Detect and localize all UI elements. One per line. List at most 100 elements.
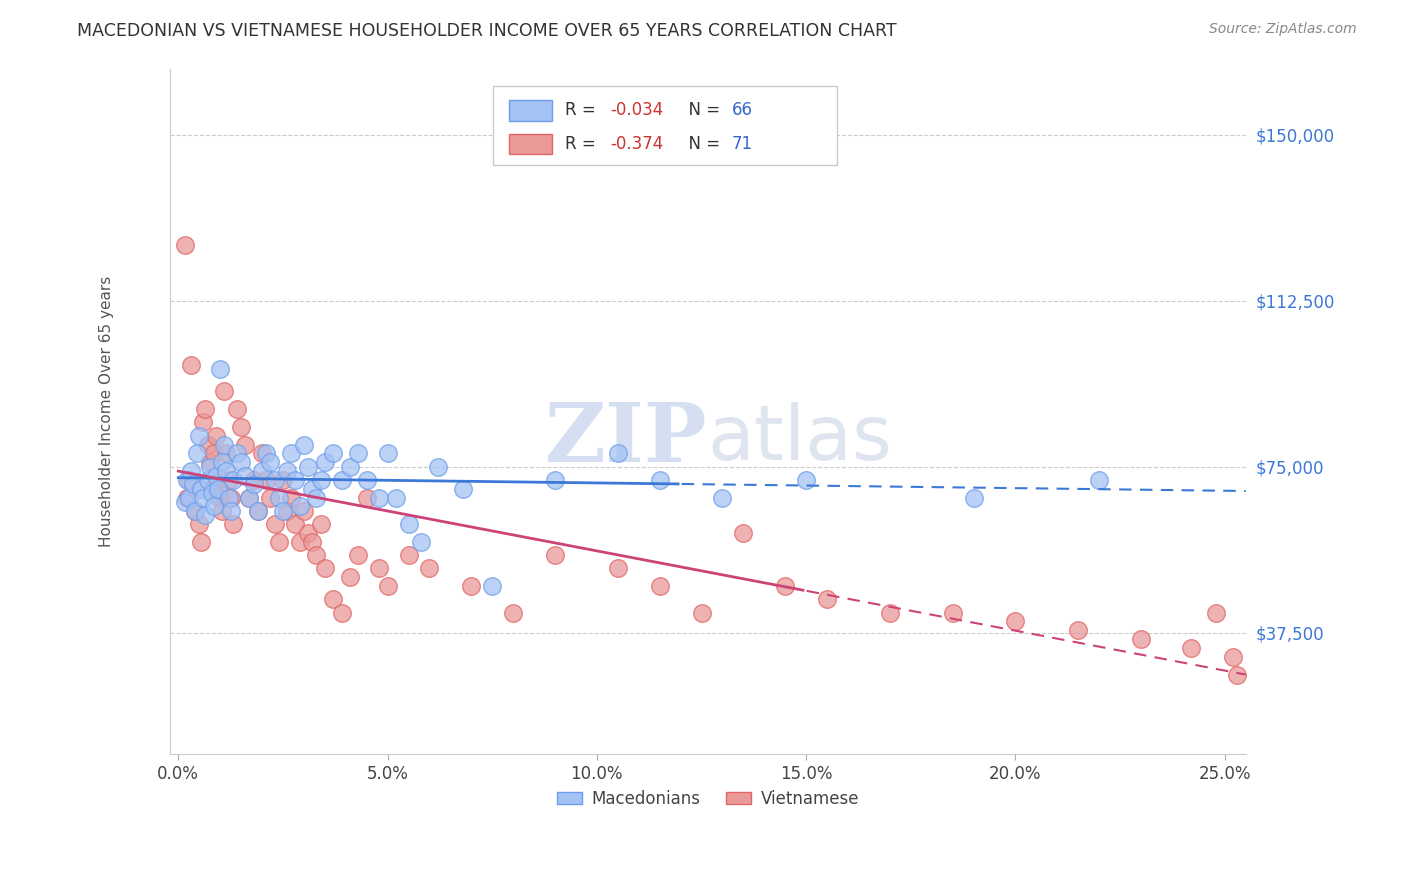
Point [173, 495, 195, 509]
Point [184, 504, 207, 518]
Point [173, 238, 195, 252]
Point [288, 500, 311, 514]
Point [238, 491, 260, 505]
Point [297, 526, 319, 541]
Point [330, 473, 353, 487]
Point [284, 473, 307, 487]
Point [711, 491, 734, 505]
Point [202, 500, 225, 514]
Bar [509, 100, 551, 120]
Point [176, 473, 198, 487]
Text: N =: N = [678, 102, 725, 120]
Point [207, 473, 229, 487]
Point [297, 459, 319, 474]
Point [606, 561, 628, 575]
Point [377, 579, 399, 593]
Text: 71: 71 [731, 135, 752, 153]
Point [209, 491, 232, 505]
Point [229, 455, 252, 469]
Point [502, 606, 524, 620]
Point [314, 561, 336, 575]
Point [205, 468, 228, 483]
FancyBboxPatch shape [492, 86, 837, 164]
Point [301, 482, 323, 496]
Point [288, 534, 311, 549]
Point [1088, 473, 1111, 487]
Point [1205, 606, 1227, 620]
Point [339, 570, 361, 584]
Point [398, 548, 420, 562]
Point [773, 579, 796, 593]
Point [215, 464, 238, 478]
Point [1226, 667, 1249, 681]
Point [418, 561, 440, 575]
Point [276, 504, 298, 518]
Point [242, 477, 264, 491]
Point [280, 446, 302, 460]
Text: -0.034: -0.034 [610, 102, 664, 120]
Point [271, 473, 294, 487]
Point [180, 358, 202, 372]
Point [184, 504, 207, 518]
Point [690, 606, 713, 620]
Point [544, 473, 567, 487]
Point [186, 446, 208, 460]
Point [263, 517, 285, 532]
Text: ZIP: ZIP [546, 399, 707, 479]
Point [229, 420, 252, 434]
Point [815, 592, 838, 607]
Text: atlas: atlas [707, 401, 893, 475]
Point [225, 446, 247, 460]
Point [194, 402, 217, 417]
Point [263, 473, 285, 487]
Point [648, 579, 671, 593]
Point [211, 504, 233, 518]
Point [198, 455, 221, 469]
Point [188, 428, 211, 442]
Point [1004, 615, 1026, 629]
Point [460, 579, 482, 593]
Text: N =: N = [678, 135, 725, 153]
Point [276, 464, 298, 478]
Point [246, 504, 269, 518]
Point [254, 473, 277, 487]
Point [250, 464, 273, 478]
Text: Source: ZipAtlas.com: Source: ZipAtlas.com [1209, 22, 1357, 37]
Point [451, 482, 474, 496]
Point [271, 504, 294, 518]
Point [368, 561, 391, 575]
Point [222, 517, 245, 532]
Point [218, 473, 240, 487]
Point [177, 491, 200, 505]
Point [205, 428, 228, 442]
Point [962, 491, 984, 505]
Point [193, 491, 215, 505]
Point [201, 486, 224, 500]
Point [481, 579, 503, 593]
Point [1130, 632, 1153, 647]
Text: -0.374: -0.374 [610, 135, 664, 153]
Point [794, 473, 817, 487]
Point [879, 606, 901, 620]
Point [301, 534, 323, 549]
Point [225, 402, 247, 417]
Point [330, 606, 353, 620]
Point [733, 526, 755, 541]
Point [314, 455, 336, 469]
Point [190, 482, 212, 496]
Point [233, 468, 256, 483]
Point [426, 459, 449, 474]
Point [1222, 649, 1244, 664]
Point [309, 517, 332, 532]
Point [322, 446, 344, 460]
Point [222, 473, 245, 487]
Point [942, 606, 965, 620]
Point [292, 504, 315, 518]
Point [181, 477, 204, 491]
Point [218, 491, 240, 505]
Point [398, 517, 420, 532]
Point [215, 446, 238, 460]
Y-axis label: Householder Income Over 65 years: Householder Income Over 65 years [100, 276, 114, 547]
Text: 66: 66 [731, 102, 752, 120]
Text: R =: R = [565, 135, 600, 153]
